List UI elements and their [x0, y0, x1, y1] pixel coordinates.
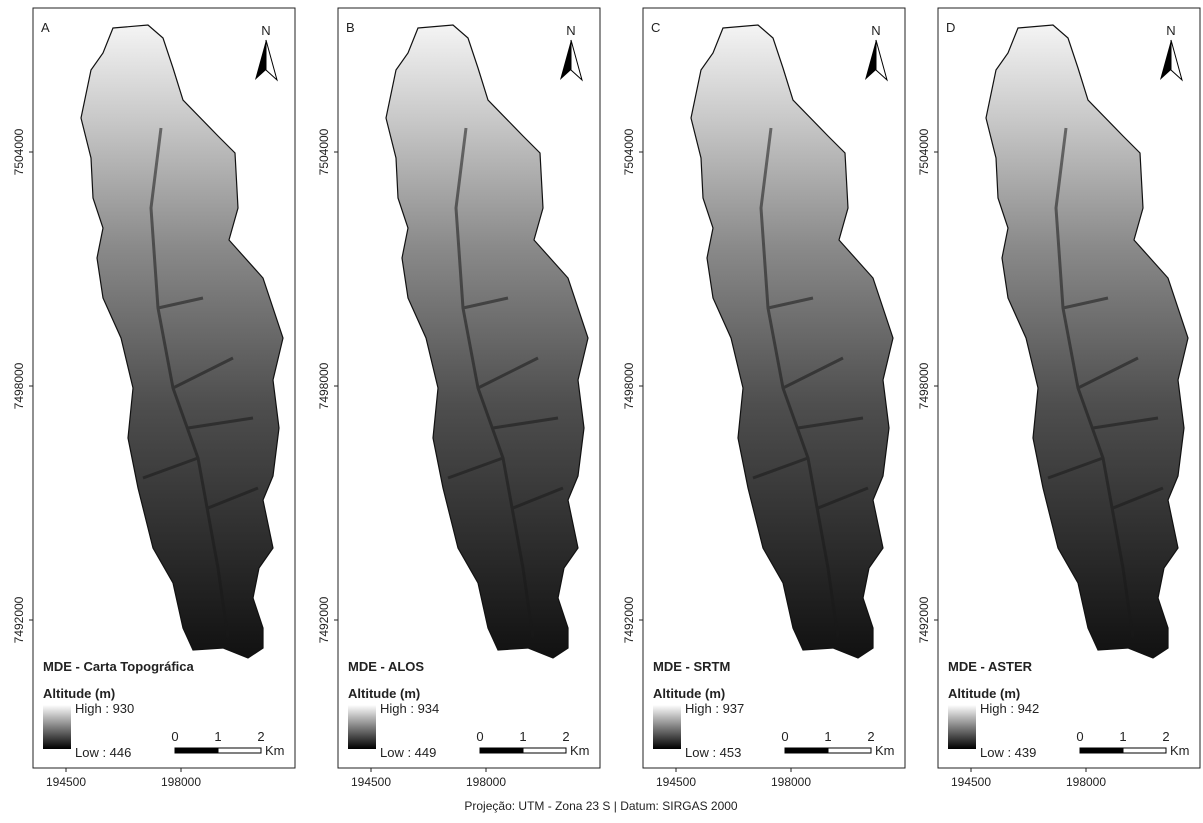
- y-tick-label: 7492000: [12, 596, 26, 643]
- panel-letter: B: [346, 20, 355, 35]
- y-tick-label: 7498000: [622, 362, 636, 409]
- x-tick-label: 194500: [46, 775, 86, 789]
- y-tick-label: 7492000: [622, 596, 636, 643]
- legend-title: Altitude (m): [348, 686, 420, 701]
- x-tick-label: 198000: [771, 775, 811, 789]
- y-tick-label: 7504000: [622, 128, 636, 175]
- north-arrow-left: [255, 40, 266, 80]
- legend-title: Altitude (m): [43, 686, 115, 701]
- map-title: MDE - ALOS: [348, 659, 424, 674]
- x-tick-label: 194500: [951, 775, 991, 789]
- legend-ramp: [348, 705, 376, 749]
- north-label: N: [1166, 23, 1175, 38]
- y-tick-label: 7498000: [317, 362, 331, 409]
- scale-unit: Km: [875, 743, 895, 758]
- scale-label: 1: [824, 729, 831, 744]
- footer: Projeção: UTM - Zona 23 S | Datum: SIRGA…: [464, 799, 738, 813]
- basin-dem: [986, 25, 1188, 658]
- panel-letter: A: [41, 20, 50, 35]
- north-arrow-left: [865, 40, 876, 80]
- scale-bar-black: [785, 748, 828, 753]
- scale-label: 1: [1119, 729, 1126, 744]
- scale-label: 2: [1162, 729, 1169, 744]
- x-tick-label: 198000: [1066, 775, 1106, 789]
- legend-low: Low : 449: [380, 745, 436, 760]
- legend-high: High : 934: [380, 701, 439, 716]
- basin-dem: [691, 25, 893, 658]
- north-arrow-right: [1171, 40, 1182, 80]
- scale-bar-white: [828, 748, 871, 753]
- legend-low: Low : 439: [980, 745, 1036, 760]
- north-label: N: [261, 23, 270, 38]
- north-arrow-right: [266, 40, 277, 80]
- map-panel: D N 7504000 7498000 7492000 194500 198000 MDE -…: [917, 8, 1200, 789]
- legend-ramp: [653, 705, 681, 749]
- map-title: MDE - ASTER: [948, 659, 1033, 674]
- x-tick-label: 194500: [656, 775, 696, 789]
- y-tick-label: 7498000: [12, 362, 26, 409]
- scale-label: 1: [214, 729, 221, 744]
- map-panel: C N 7504000 7498000 7492000 194500 198000 MDE -…: [622, 8, 905, 789]
- north-label: N: [871, 23, 880, 38]
- map-title: MDE - SRTM: [653, 659, 730, 674]
- legend-ramp: [948, 705, 976, 749]
- scale-label: 2: [562, 729, 569, 744]
- scale-bar-black: [175, 748, 218, 753]
- scale-label: 2: [257, 729, 264, 744]
- north-arrow-right: [876, 40, 887, 80]
- x-tick-label: 194500: [351, 775, 391, 789]
- legend-high: High : 937: [685, 701, 744, 716]
- figure: Projeção: UTM - Zona 23 S | Datum: SIRGA…: [0, 0, 1203, 818]
- scale-bar-white: [218, 748, 261, 753]
- y-tick-label: 7504000: [317, 128, 331, 175]
- scale-label: 2: [867, 729, 874, 744]
- y-tick-label: 7498000: [917, 362, 931, 409]
- legend-ramp: [43, 705, 71, 749]
- north-arrow-left: [1160, 40, 1171, 80]
- legend-low: Low : 453: [685, 745, 741, 760]
- scale-label: 0: [781, 729, 788, 744]
- y-tick-label: 7504000: [917, 128, 931, 175]
- panel-letter: D: [946, 20, 955, 35]
- scale-label: 0: [476, 729, 483, 744]
- scale-label: 0: [1076, 729, 1083, 744]
- map-title: MDE - Carta Topográfica: [43, 659, 194, 674]
- scale-unit: Km: [265, 743, 285, 758]
- y-tick-label: 7492000: [317, 596, 331, 643]
- x-tick-label: 198000: [161, 775, 201, 789]
- scale-unit: Km: [1170, 743, 1190, 758]
- north-arrow-left: [560, 40, 571, 80]
- map-panel: A N 7504000 7498000 7492000 194500 198000 MDE -…: [12, 8, 295, 789]
- panel-letter: C: [651, 20, 660, 35]
- map-panel: B N 7504000 7498000 7492000 194500 198000 MDE -…: [317, 8, 600, 789]
- basin-dem: [81, 25, 283, 658]
- legend-high: High : 930: [75, 701, 134, 716]
- legend-low: Low : 446: [75, 745, 131, 760]
- scale-bar-black: [1080, 748, 1123, 753]
- scale-bar-white: [523, 748, 566, 753]
- x-tick-label: 198000: [466, 775, 506, 789]
- legend-title: Altitude (m): [948, 686, 1020, 701]
- y-tick-label: 7504000: [12, 128, 26, 175]
- y-tick-label: 7492000: [917, 596, 931, 643]
- scale-unit: Km: [570, 743, 590, 758]
- legend-high: High : 942: [980, 701, 1039, 716]
- legend-title: Altitude (m): [653, 686, 725, 701]
- north-label: N: [566, 23, 575, 38]
- scale-bar-black: [480, 748, 523, 753]
- scale-label: 1: [519, 729, 526, 744]
- north-arrow-right: [571, 40, 582, 80]
- basin-dem: [386, 25, 588, 658]
- scale-bar-white: [1123, 748, 1166, 753]
- scale-label: 0: [171, 729, 178, 744]
